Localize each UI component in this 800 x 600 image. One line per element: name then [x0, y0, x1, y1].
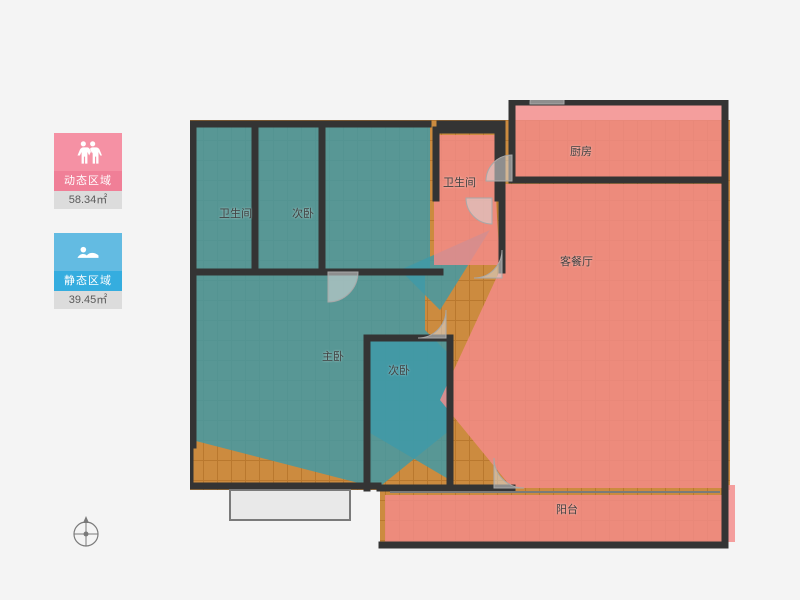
person-sleep-icon — [54, 233, 122, 271]
compass-icon — [68, 514, 104, 550]
legend-card-static: 静态区域 39.45㎡ — [54, 233, 122, 309]
label-bathroom1: 卫生间 — [219, 205, 252, 221]
legend-value-static: 39.45㎡ — [54, 291, 122, 309]
label-bedroom2a: 次卧 — [292, 205, 314, 221]
label-bedroom2b: 次卧 — [388, 362, 410, 378]
label-master: 主卧 — [322, 348, 344, 364]
legend: 动态区域 58.34㎡ 静态区域 39.45㎡ — [54, 133, 122, 333]
floorplan-canvas: 动态区域 58.34㎡ 静态区域 39.45㎡ — [0, 0, 800, 600]
legend-value-dynamic: 58.34㎡ — [54, 191, 122, 209]
floorplan: 厨房 卫生间 卫生间 次卧 客餐厅 主卧 次卧 阳台 — [190, 100, 740, 550]
floorplan-svg — [190, 100, 740, 550]
label-kitchen: 厨房 — [570, 143, 592, 159]
label-balcony: 阳台 — [556, 501, 578, 517]
legend-title-static: 静态区域 — [54, 271, 122, 291]
label-living: 客餐厅 — [560, 253, 593, 269]
label-bathroom2: 卫生间 — [443, 174, 476, 190]
people-dynamic-icon — [54, 133, 122, 171]
legend-card-dynamic: 动态区域 58.34㎡ — [54, 133, 122, 209]
legend-title-dynamic: 动态区域 — [54, 171, 122, 191]
